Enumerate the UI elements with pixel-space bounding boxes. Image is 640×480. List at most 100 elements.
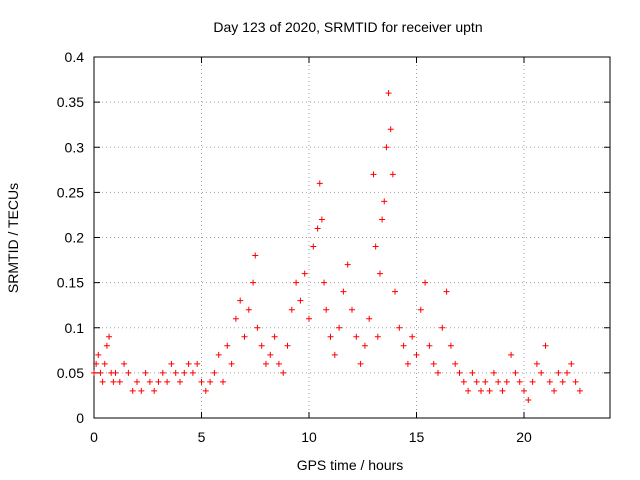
data-point xyxy=(121,360,128,367)
data-point xyxy=(546,378,553,385)
data-point xyxy=(106,333,113,340)
data-point xyxy=(110,378,117,385)
data-point xyxy=(349,306,355,313)
data-point xyxy=(422,279,429,286)
data-point xyxy=(387,126,394,133)
y-tick-label: 0.05 xyxy=(57,365,84,381)
data-point xyxy=(372,243,379,250)
data-point xyxy=(473,378,480,385)
data-point xyxy=(129,387,136,394)
data-point xyxy=(293,279,300,286)
grid-lines xyxy=(94,57,610,418)
data-point xyxy=(146,378,153,385)
data-point xyxy=(381,198,388,205)
data-point xyxy=(486,387,493,394)
data-point xyxy=(460,378,467,385)
data-point xyxy=(224,342,231,349)
data-point xyxy=(271,333,278,340)
data-point xyxy=(426,342,433,349)
data-point xyxy=(301,270,308,277)
data-point xyxy=(252,252,259,259)
data-point xyxy=(327,333,334,340)
data-point xyxy=(112,369,119,376)
data-point xyxy=(389,171,396,178)
data-point xyxy=(263,360,269,367)
y-tick-label: 0.35 xyxy=(57,94,84,110)
data-point xyxy=(323,306,330,313)
data-point xyxy=(439,324,446,331)
data-point xyxy=(267,351,274,358)
data-point xyxy=(385,90,392,97)
data-point xyxy=(551,387,558,394)
y-tick-label: 0.2 xyxy=(65,230,85,246)
data-point xyxy=(142,369,149,376)
data-point xyxy=(310,243,317,250)
data-point xyxy=(456,369,463,376)
y-tick-label: 0.25 xyxy=(57,184,84,200)
data-point xyxy=(164,378,171,385)
data-point xyxy=(538,369,545,376)
y-tick-label: 0.1 xyxy=(65,320,85,336)
data-point xyxy=(215,351,222,358)
x-axis-label: GPS time / hours xyxy=(297,457,404,473)
data-point xyxy=(134,378,140,385)
data-point xyxy=(482,378,489,385)
data-point xyxy=(370,171,377,178)
data-point xyxy=(172,369,179,376)
data-point xyxy=(168,360,175,367)
data-point xyxy=(306,315,312,322)
data-point xyxy=(116,378,123,385)
y-tick-label: 0 xyxy=(76,410,84,426)
data-point xyxy=(542,342,549,349)
data-point xyxy=(284,342,291,349)
y-tick-label: 0.15 xyxy=(57,275,84,291)
data-point xyxy=(564,369,570,376)
data-point xyxy=(99,378,106,385)
data-point xyxy=(151,387,158,394)
data-point xyxy=(181,369,188,376)
data-point xyxy=(321,279,328,286)
data-point xyxy=(443,288,450,295)
data-point xyxy=(469,369,476,376)
data-point xyxy=(155,378,162,385)
data-point xyxy=(232,315,239,322)
data-point xyxy=(568,360,575,367)
data-point xyxy=(95,351,102,358)
data-point xyxy=(409,333,416,340)
data-point xyxy=(576,387,583,394)
y-tick-label: 0.4 xyxy=(65,49,85,65)
data-point xyxy=(404,360,411,367)
data-point xyxy=(344,261,351,268)
data-point xyxy=(392,288,398,295)
data-point xyxy=(125,369,132,376)
data-point xyxy=(478,387,484,394)
data-point xyxy=(400,342,407,349)
data-point xyxy=(533,360,540,367)
x-tick-label: 10 xyxy=(301,429,317,445)
x-tick-label: 20 xyxy=(516,429,532,445)
data-point xyxy=(572,378,579,385)
data-point xyxy=(366,315,373,322)
data-point xyxy=(555,369,562,376)
data-point xyxy=(495,378,502,385)
data-point xyxy=(314,225,321,232)
data-point xyxy=(516,378,523,385)
data-point xyxy=(280,369,287,376)
data-point xyxy=(529,378,536,385)
data-point xyxy=(396,324,403,331)
data-point xyxy=(331,351,338,358)
data-point xyxy=(159,369,166,376)
data-point xyxy=(376,270,383,277)
data-point xyxy=(97,369,104,376)
data-point xyxy=(275,360,282,367)
data-point xyxy=(101,360,108,367)
x-tick-label: 0 xyxy=(90,429,98,445)
data-point xyxy=(138,387,145,394)
data-point xyxy=(499,387,506,394)
data-point xyxy=(490,369,497,376)
data-point xyxy=(521,387,527,394)
data-point xyxy=(194,360,201,367)
x-tick-label: 15 xyxy=(409,429,425,445)
data-point xyxy=(297,297,304,304)
